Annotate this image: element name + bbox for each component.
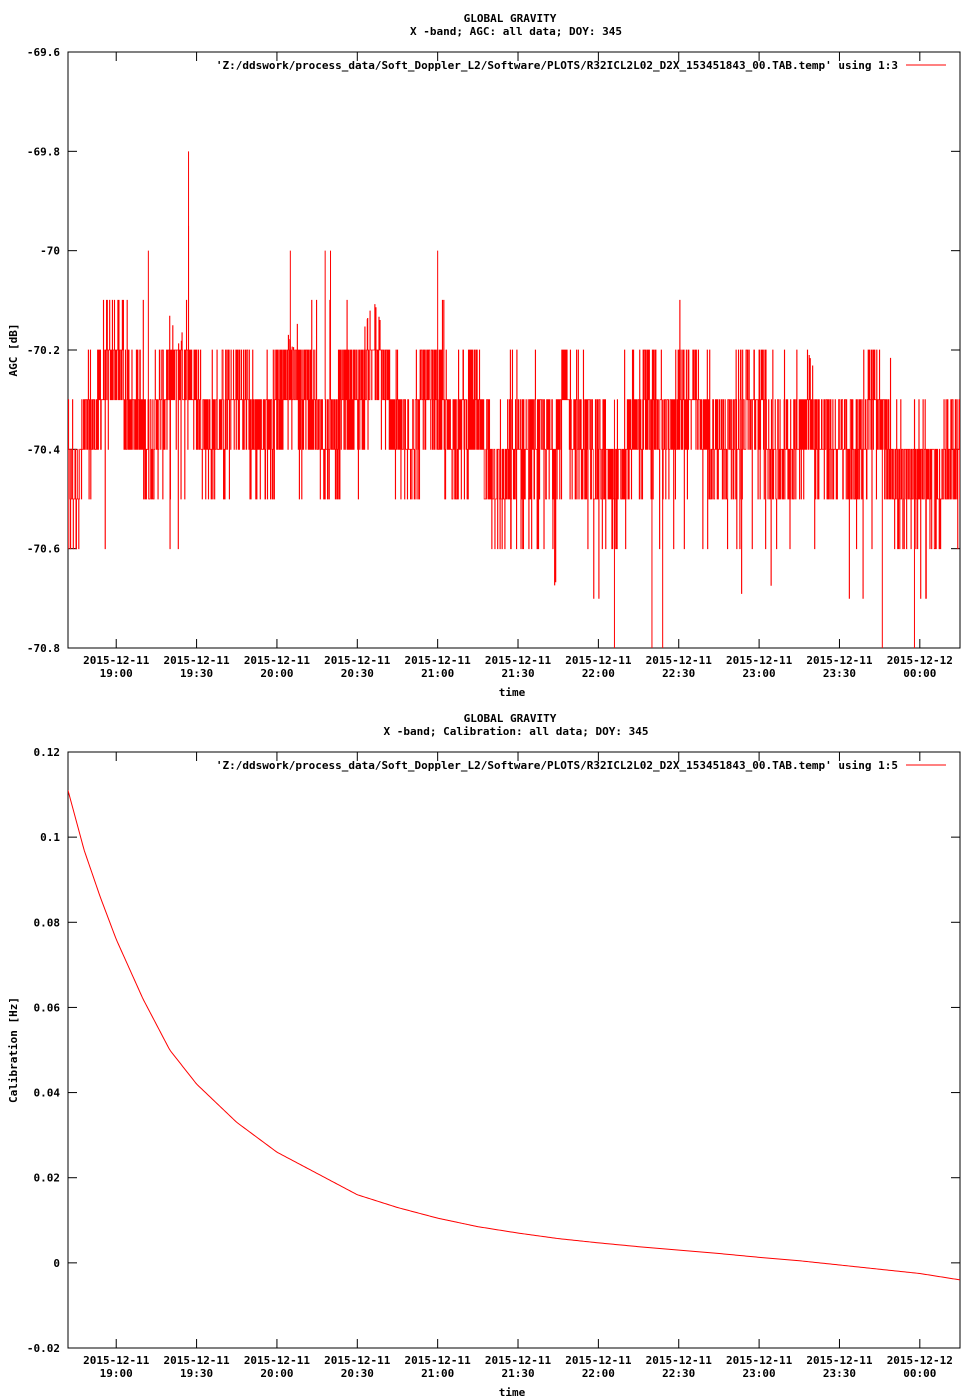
x-tick-time-label: 23:00 bbox=[743, 1367, 776, 1380]
legend-label: 'Z:/ddswork/process_data/Soft_Doppler_L2… bbox=[216, 759, 898, 772]
y-tick-label: 0.04 bbox=[34, 1087, 61, 1100]
x-tick-time-label: 00:00 bbox=[903, 667, 936, 680]
y-tick-label: 0.06 bbox=[34, 1001, 61, 1014]
chart-subtitle: X -band; Calibration: all data; DOY: 345 bbox=[384, 725, 649, 738]
y-tick-label: -70 bbox=[40, 245, 60, 258]
x-tick-date-label: 2015-12-11 bbox=[646, 654, 713, 667]
x-tick-time-label: 22:00 bbox=[582, 1367, 615, 1380]
y-axis-label: Calibration [Hz] bbox=[7, 997, 20, 1103]
x-tick-date-label: 2015-12-12 bbox=[887, 1354, 953, 1367]
y-tick-label: 0.02 bbox=[34, 1172, 61, 1185]
y-tick-label: 0.08 bbox=[34, 916, 61, 929]
y-axis-label: AGC [dB] bbox=[7, 324, 20, 377]
y-tick-label: 0 bbox=[53, 1257, 60, 1270]
x-tick-date-label: 2015-12-11 bbox=[324, 1354, 391, 1367]
y-tick-label: -70.4 bbox=[27, 443, 60, 456]
y-tick-label: -70.2 bbox=[27, 344, 60, 357]
legend-label: 'Z:/ddswork/process_data/Soft_Doppler_L2… bbox=[216, 59, 898, 72]
y-tick-label: -70.6 bbox=[27, 543, 60, 556]
x-tick-date-label: 2015-12-11 bbox=[83, 1354, 150, 1367]
x-tick-time-label: 19:30 bbox=[180, 667, 213, 680]
x-tick-date-label: 2015-12-11 bbox=[485, 1354, 552, 1367]
x-tick-time-label: 22:30 bbox=[662, 667, 695, 680]
calibration-series-line bbox=[68, 790, 960, 1281]
x-tick-date-label: 2015-12-11 bbox=[565, 1354, 632, 1367]
x-tick-time-label: 23:30 bbox=[823, 667, 856, 680]
agc-series-line bbox=[68, 299, 960, 599]
x-tick-time-label: 19:00 bbox=[100, 1367, 133, 1380]
x-tick-date-label: 2015-12-12 bbox=[887, 654, 953, 667]
y-tick-label: -70.8 bbox=[27, 642, 60, 655]
y-tick-label: 0.12 bbox=[34, 746, 61, 759]
x-tick-time-label: 23:30 bbox=[823, 1367, 856, 1380]
x-tick-time-label: 19:30 bbox=[180, 1367, 213, 1380]
x-tick-date-label: 2015-12-11 bbox=[806, 1354, 873, 1367]
agc-chart: GLOBAL GRAVITY X -band; AGC: all data; D… bbox=[7, 12, 961, 699]
x-tick-date-label: 2015-12-11 bbox=[163, 1354, 230, 1367]
x-tick-time-label: 19:00 bbox=[100, 667, 133, 680]
x-tick-time-label: 20:30 bbox=[341, 667, 374, 680]
y-tick-label: -69.6 bbox=[27, 46, 60, 59]
x-tick-time-label: 21:30 bbox=[501, 1367, 534, 1380]
x-axis-label: time bbox=[499, 1386, 526, 1399]
plot-frame bbox=[67, 751, 961, 1349]
x-tick-date-label: 2015-12-11 bbox=[83, 654, 150, 667]
x-tick-date-label: 2015-12-11 bbox=[405, 654, 472, 667]
x-tick-time-label: 21:00 bbox=[421, 667, 454, 680]
x-tick-time-label: 21:30 bbox=[501, 667, 534, 680]
x-tick-time-label: 20:00 bbox=[260, 1367, 293, 1380]
y-tick-label: -69.8 bbox=[27, 145, 60, 158]
x-tick-time-label: 20:00 bbox=[260, 667, 293, 680]
x-tick-date-label: 2015-12-11 bbox=[163, 654, 230, 667]
calibration-chart: GLOBAL GRAVITY X -band; Calibration: all… bbox=[7, 712, 961, 1399]
x-tick-date-label: 2015-12-11 bbox=[324, 654, 391, 667]
x-axis-label: time bbox=[499, 686, 526, 699]
x-tick-date-label: 2015-12-11 bbox=[244, 654, 311, 667]
x-tick-date-label: 2015-12-11 bbox=[485, 654, 552, 667]
x-tick-date-label: 2015-12-11 bbox=[646, 1354, 713, 1367]
x-tick-time-label: 22:00 bbox=[582, 667, 615, 680]
chart-title: GLOBAL GRAVITY bbox=[464, 712, 557, 725]
x-tick-time-label: 21:00 bbox=[421, 1367, 454, 1380]
x-tick-time-label: 23:00 bbox=[743, 667, 776, 680]
chart-subtitle: X -band; AGC: all data; DOY: 345 bbox=[410, 25, 622, 38]
x-tick-date-label: 2015-12-11 bbox=[726, 654, 793, 667]
x-tick-time-label: 00:00 bbox=[903, 1367, 936, 1380]
x-tick-time-label: 22:30 bbox=[662, 1367, 695, 1380]
x-tick-date-label: 2015-12-11 bbox=[244, 1354, 311, 1367]
x-tick-date-label: 2015-12-11 bbox=[405, 1354, 472, 1367]
x-tick-date-label: 2015-12-11 bbox=[726, 1354, 793, 1367]
x-tick-date-label: 2015-12-11 bbox=[806, 654, 873, 667]
x-tick-time-label: 20:30 bbox=[341, 1367, 374, 1380]
y-tick-label: -0.02 bbox=[27, 1342, 60, 1355]
plot-frame bbox=[67, 51, 961, 649]
y-tick-label: 0.1 bbox=[40, 831, 60, 844]
chart-title: GLOBAL GRAVITY bbox=[464, 12, 557, 25]
x-tick-date-label: 2015-12-11 bbox=[565, 654, 632, 667]
